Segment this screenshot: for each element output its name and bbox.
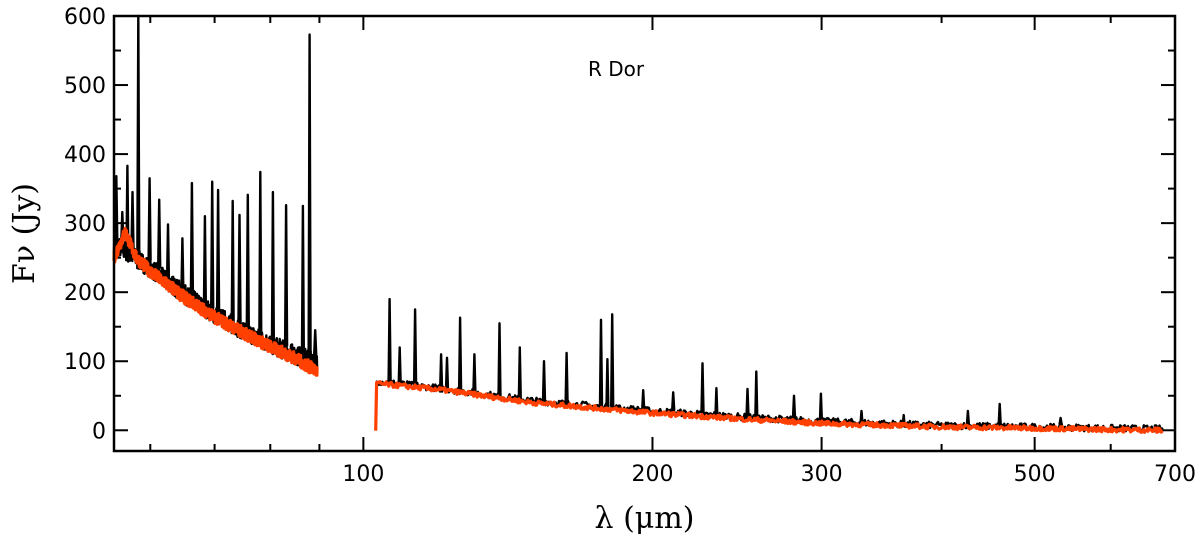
y-tick-label: 400	[64, 143, 106, 168]
x-tick-label: 500	[1014, 462, 1056, 487]
x-axis-title: λ (μm)	[595, 501, 695, 535]
x-tick-label: 300	[801, 462, 843, 487]
observed-spectrum-line	[374, 297, 1164, 434]
series-layer	[112, 14, 1164, 434]
x-tick-label: 100	[342, 462, 384, 487]
y-tick-label: 0	[92, 419, 106, 444]
x-tick-label: 200	[631, 462, 673, 487]
continuum-model-line	[112, 226, 319, 377]
y-tick-label: 100	[64, 350, 106, 375]
star-name-annotation: R Dor	[588, 57, 645, 81]
y-tick-label: 600	[64, 5, 106, 30]
plot-frame	[112, 14, 1177, 453]
x-tick-labels: 100 200 300 500 700	[342, 462, 1196, 487]
y-axis-title: Fν (Jy)	[7, 183, 42, 284]
y-tick-label: 300	[64, 212, 106, 237]
continuum-model-line	[374, 380, 1164, 434]
y-tick-label: 500	[64, 74, 106, 99]
y-tick-label: 200	[64, 281, 106, 306]
plot-area	[112, 14, 1164, 434]
x-tick-label: 700	[1154, 462, 1196, 487]
y-tick-labels: 0 100 200 300 400 500 600	[64, 5, 106, 444]
